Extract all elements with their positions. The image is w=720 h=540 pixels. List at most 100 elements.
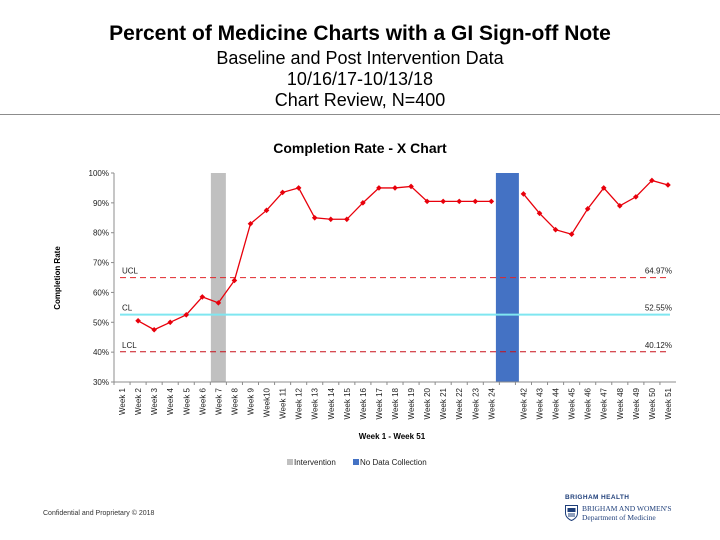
y-axis-label: Completion Rate	[53, 246, 62, 310]
x-tick-label: Week 45	[568, 387, 577, 419]
data-point	[424, 198, 430, 205]
slide-subtitle-1: Baseline and Post Intervention Data	[216, 48, 504, 68]
data-point	[568, 231, 575, 238]
y-tick-label: 70%	[93, 259, 109, 268]
data-point	[649, 177, 655, 184]
y-tick-label: 40%	[93, 348, 109, 357]
x-tick-label: Week 12	[295, 387, 304, 419]
x-tick-label: Week 50	[648, 387, 657, 419]
x-tick-label: Week 21	[439, 387, 448, 419]
confidential-notice: Confidential and Proprietary © 2018	[43, 510, 155, 517]
x-tick-label: Week 4	[166, 387, 175, 415]
x-tick-label: Week 42	[519, 387, 528, 419]
series-line-segment	[522, 179, 669, 235]
data-point	[263, 207, 270, 214]
x-tick-label: Week 11	[279, 387, 288, 418]
data-point	[360, 200, 366, 206]
slide-subtitle-2: 10/16/17-10/13/18	[286, 69, 434, 89]
data-point	[376, 185, 382, 191]
data-point	[344, 216, 350, 223]
logo-brand: BRIGHAM HEALTH	[565, 494, 630, 501]
data-point	[488, 198, 495, 205]
data-point	[392, 185, 398, 191]
x-axis-label: Week 1 - Week 51	[359, 432, 426, 441]
title-divider	[0, 114, 720, 115]
x-tick-label: Week 14	[327, 387, 336, 419]
y-tick-label: 50%	[93, 318, 109, 327]
x-tick-label: Week 22	[455, 387, 464, 419]
x-tick-label: Week 8	[230, 387, 239, 415]
x-tick-label: Week 13	[311, 387, 320, 419]
data-point	[279, 189, 286, 196]
chart-title: Completion Rate - X Chart	[273, 140, 447, 156]
data-point	[552, 226, 559, 233]
y-tick-label: 80%	[93, 229, 109, 238]
band-no-data-collection	[495, 173, 519, 382]
data-point	[440, 198, 446, 205]
control-label-ucl: UCL	[122, 267, 139, 276]
series-line-segment	[137, 185, 492, 331]
data-point	[408, 183, 414, 190]
x-tick-label: Week 48	[616, 387, 625, 419]
x-tick-label: Week 15	[343, 387, 352, 419]
x-tick-label: Week 51	[664, 387, 673, 419]
x-tick-label: Week 44	[552, 387, 561, 419]
data-point	[295, 185, 302, 191]
legend-label-no-data-collection: No Data Collection	[360, 458, 427, 467]
x-tick-label: Week 43	[536, 387, 545, 419]
data-point	[231, 277, 238, 284]
x-tick-label: Week 24	[487, 387, 496, 419]
shield-icon	[565, 505, 578, 521]
x-tick-label: Week 23	[471, 387, 480, 419]
x-tick-label: Week 3	[150, 387, 159, 415]
legend-swatch-intervention	[287, 459, 293, 465]
x-tick-label: Week 49	[632, 387, 641, 419]
logo-department: Department of Medicine	[582, 513, 656, 522]
y-tick-label: 100%	[89, 169, 109, 178]
control-value-lcl: 40.12%	[645, 341, 672, 350]
data-point	[311, 214, 318, 221]
logo-hospital-name: BRIGHAM AND WOMEN'S	[582, 504, 672, 513]
x-tick-label: Week 47	[600, 387, 609, 419]
data-point	[617, 203, 623, 209]
slide-title: Percent of Medicine Charts with a GI Sig…	[109, 22, 611, 45]
legend-swatch-no-data-collection	[353, 459, 359, 465]
legend-label-intervention: Intervention	[294, 458, 336, 467]
x-tick-label: Week 18	[391, 387, 400, 419]
data-point	[665, 182, 671, 188]
y-tick-label: 60%	[93, 288, 109, 297]
data-point	[183, 312, 190, 318]
brigham-logo: BRIGHAM HEALTH BRIGHAM AND WOMEN'S Depar…	[563, 494, 703, 528]
data-point	[327, 216, 334, 223]
data-point	[584, 206, 591, 212]
data-point	[520, 191, 527, 197]
control-label-lcl: LCL	[122, 341, 137, 350]
x-tick-label: Week 7	[214, 387, 223, 415]
x-tick-label: Week 46	[584, 387, 593, 419]
control-value-cl: 52.55%	[645, 304, 672, 313]
control-value-ucl: 64.97%	[645, 267, 672, 276]
data-point	[536, 210, 543, 217]
x-tick-label: Week 1	[118, 387, 127, 415]
x-tick-label: Week 17	[375, 387, 384, 419]
data-point	[215, 300, 222, 306]
data-point	[151, 326, 157, 333]
data-point	[456, 198, 463, 205]
y-tick-label: 90%	[93, 199, 109, 208]
data-point	[167, 319, 173, 326]
slide-subtitle-3: Chart Review, N=400	[274, 90, 446, 110]
x-tick-label: Week10	[263, 387, 272, 417]
y-tick-label: 30%	[93, 378, 109, 387]
x-tick-label: Week 2	[134, 387, 143, 415]
data-point	[199, 294, 206, 300]
data-point	[633, 194, 639, 200]
data-point	[472, 198, 479, 205]
data-point	[135, 317, 141, 324]
data-point	[600, 185, 607, 191]
x-tick-label: Week 5	[182, 387, 191, 415]
data-point	[247, 220, 254, 227]
control-label-cl: CL	[122, 304, 133, 313]
x-tick-label: Week 6	[198, 387, 207, 415]
x-tick-label: Week 20	[423, 387, 432, 419]
